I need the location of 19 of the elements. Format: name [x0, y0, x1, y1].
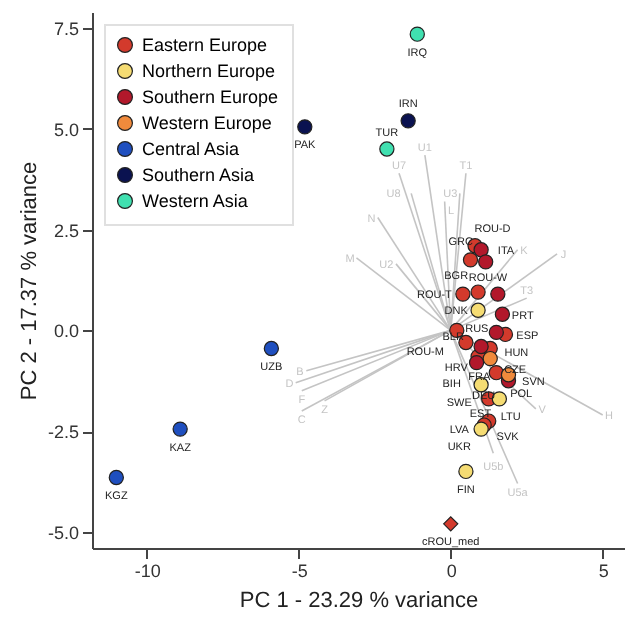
y-tick-label: -5.0	[47, 522, 79, 543]
x-tick-label: -10	[134, 561, 161, 581]
legend-label: Central Asia	[142, 139, 240, 159]
y-tick-label: -2.5	[47, 422, 79, 443]
x-tick-label: 0	[446, 561, 457, 581]
legend-label: Eastern Europe	[142, 35, 268, 55]
legend-label: Western Europe	[142, 113, 272, 133]
y-axis-title: PC 2 - 17.37 % variance	[17, 161, 42, 401]
legend-label: Southern Asia	[142, 165, 255, 185]
legend-label: Southern Europe	[142, 87, 279, 107]
y-tick-label: 7.5	[53, 19, 79, 40]
x-tick-label: -5	[291, 561, 308, 581]
y-tick-label: 0.0	[53, 321, 79, 342]
x-tick-label: 5	[598, 561, 609, 581]
y-tick-label: 5.0	[53, 119, 79, 140]
y-tick-label: 2.5	[53, 220, 79, 241]
legend-label: Northern Europe	[142, 61, 276, 81]
legend-label: Western Asia	[142, 191, 248, 211]
x-axis-title: PC 1 - 23.29 % variance	[239, 589, 479, 613]
